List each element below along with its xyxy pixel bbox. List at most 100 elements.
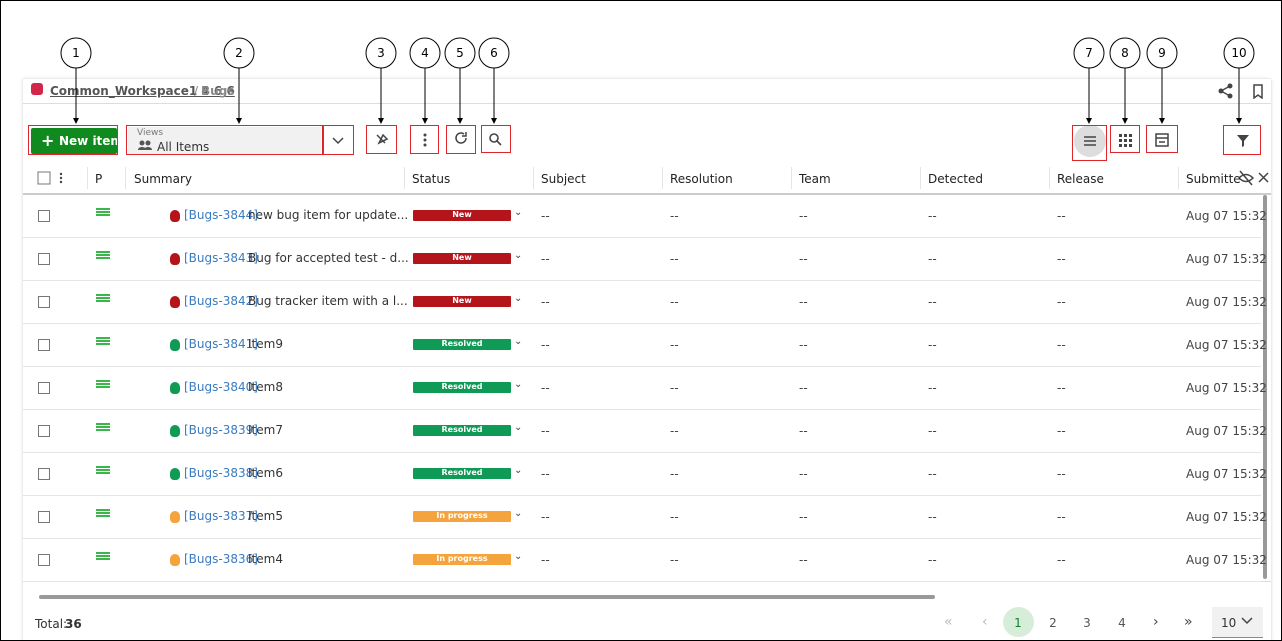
status-chevron[interactable]: ⌄: [514, 422, 523, 433]
status-label[interactable]: Resolved: [441, 425, 483, 434]
page-size-select[interactable]: [1212, 607, 1263, 638]
status-label[interactable]: In progress: [436, 511, 488, 520]
status-chevron[interactable]: ⌄: [514, 508, 523, 519]
page-number[interactable]: 2: [1049, 616, 1057, 630]
breadcrumb-workspace[interactable]: Common_Workspace1 4 6 6: [50, 84, 235, 98]
view-name[interactable]: All Items: [157, 140, 210, 154]
calendar-view-icon[interactable]: [1155, 133, 1169, 147]
item-summary[interactable]: Item8: [248, 380, 283, 394]
status-label[interactable]: Resolved: [441, 382, 483, 391]
more-icon[interactable]: [423, 133, 427, 147]
status-label[interactable]: In progress: [436, 554, 488, 563]
page-number[interactable]: 4: [1118, 616, 1126, 630]
item-summary[interactable]: Item9: [248, 337, 283, 351]
item-summary[interactable]: Bug tracker item with a l...: [248, 294, 408, 308]
column-header[interactable]: Status: [412, 172, 451, 186]
item-summary[interactable]: Item6: [248, 466, 283, 480]
column-header[interactable]: Subject: [541, 172, 586, 186]
cell-release: --: [1057, 381, 1066, 395]
row-checkbox[interactable]: [38, 511, 50, 523]
item-id[interactable]: [Bugs-3839]: [184, 423, 258, 437]
grid-view-icon[interactable]: [1119, 134, 1132, 147]
item-summary[interactable]: Item5: [248, 509, 283, 523]
row-checkbox[interactable]: [38, 210, 50, 222]
row-checkbox[interactable]: [38, 554, 50, 566]
status-badge[interactable]: [413, 468, 511, 479]
item-summary[interactable]: Item7: [248, 423, 283, 437]
status-badge[interactable]: [413, 382, 511, 393]
status-badge[interactable]: [413, 511, 511, 522]
row-checkbox[interactable]: [38, 425, 50, 437]
first-page[interactable]: «: [944, 614, 953, 630]
callout-number: 4: [421, 46, 429, 60]
new-item-label[interactable]: New item: [59, 134, 123, 148]
hide-columns-icon[interactable]: [1238, 170, 1255, 186]
column-header[interactable]: Team: [799, 172, 831, 186]
column-header[interactable]: Submitte: [1186, 172, 1241, 186]
callout-circle: [1146, 37, 1178, 69]
close-icon[interactable]: [1258, 172, 1269, 183]
status-label[interactable]: New: [452, 253, 472, 262]
item-summary[interactable]: new bug item for update...: [248, 208, 409, 222]
clear-pin-icon[interactable]: [376, 133, 389, 145]
status-label[interactable]: Resolved: [441, 339, 483, 348]
item-id[interactable]: [Bugs-3837]: [184, 509, 258, 523]
search-icon[interactable]: [489, 133, 502, 146]
item-id[interactable]: [Bugs-3838]: [184, 466, 258, 480]
status-chevron[interactable]: ⌄: [514, 379, 523, 390]
item-id[interactable]: [Bugs-3844]: [184, 208, 258, 222]
horizontal-scrollbar[interactable]: [39, 595, 935, 599]
header-icons[interactable]: [1218, 83, 1268, 99]
status-label[interactable]: New: [452, 210, 472, 219]
item-id[interactable]: [Bugs-3840]: [184, 380, 258, 394]
status-chevron[interactable]: ⌄: [514, 465, 523, 476]
filter-icon[interactable]: [1237, 135, 1249, 147]
status-badge[interactable]: [413, 296, 511, 307]
item-summary[interactable]: Item4: [248, 552, 283, 566]
prev-page[interactable]: ‹: [982, 614, 988, 630]
status-badge[interactable]: [413, 425, 511, 436]
vertical-scrollbar[interactable]: [1263, 195, 1267, 579]
bookmark-icon[interactable]: [1253, 84, 1263, 99]
status-badge[interactable]: [413, 210, 511, 221]
status-chevron[interactable]: ⌄: [514, 207, 523, 218]
page-number[interactable]: 3: [1083, 616, 1091, 630]
views-dropdown-icon[interactable]: [332, 137, 344, 145]
select-all-checkbox[interactable]: [37, 171, 51, 185]
page-size[interactable]: 10: [1221, 616, 1237, 630]
status-badge[interactable]: [413, 554, 511, 565]
status-badge[interactable]: [413, 339, 511, 350]
status-chevron[interactable]: ⌄: [514, 293, 523, 304]
status-badge[interactable]: [413, 253, 511, 264]
status-label[interactable]: New: [452, 296, 472, 305]
column-header[interactable]: Resolution: [670, 172, 733, 186]
status-chevron[interactable]: ⌄: [514, 551, 523, 562]
row-checkbox[interactable]: [38, 339, 50, 351]
column-header[interactable]: P: [95, 172, 103, 186]
column-header[interactable]: Release: [1057, 172, 1104, 186]
item-summary[interactable]: Bug for accepted test - d...: [248, 251, 409, 265]
row-checkbox[interactable]: [38, 468, 50, 480]
row-checkbox[interactable]: [38, 296, 50, 308]
row-checkbox[interactable]: [38, 253, 50, 265]
status-label[interactable]: Resolved: [441, 468, 483, 477]
callout-circle: [1073, 37, 1105, 69]
refresh-icon[interactable]: [455, 132, 467, 144]
item-id[interactable]: [Bugs-3842]: [184, 294, 258, 308]
column-header[interactable]: Detected: [928, 172, 984, 186]
last-page[interactable]: »: [1184, 614, 1193, 630]
item-id[interactable]: [Bugs-3841]: [184, 337, 258, 351]
new-item-button[interactable]: [31, 128, 117, 154]
row-checkbox[interactable]: [38, 382, 50, 394]
next-page[interactable]: ›: [1153, 614, 1159, 630]
share-icon[interactable]: [1218, 83, 1233, 99]
item-id[interactable]: [Bugs-3836]: [184, 552, 258, 566]
cell-resolution: --: [670, 209, 679, 223]
page-number[interactable]: 1: [1014, 616, 1022, 630]
column-header[interactable]: Summary: [134, 172, 192, 186]
status-chevron[interactable]: ⌄: [514, 250, 523, 261]
list-view-icon[interactable]: [1084, 136, 1096, 146]
column-menu-icon[interactable]: [59, 172, 63, 184]
item-id[interactable]: [Bugs-3843]: [184, 251, 258, 265]
status-chevron[interactable]: ⌄: [514, 336, 523, 347]
